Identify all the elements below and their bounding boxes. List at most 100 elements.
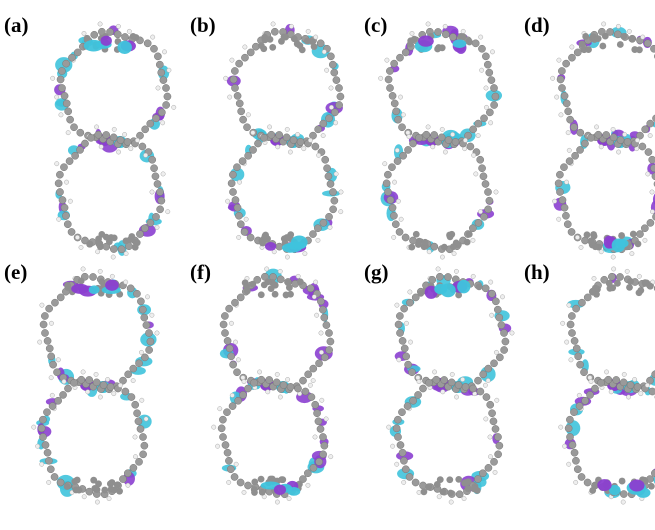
hydrogen-atom (98, 22, 102, 26)
carbon-atom (437, 476, 444, 483)
carbon-atom (40, 321, 47, 328)
carbon-atom (580, 369, 587, 376)
carbon-atom (317, 40, 324, 47)
carbon-atom (239, 391, 246, 398)
carbon-atom (322, 156, 329, 163)
carbon-atom (61, 92, 68, 99)
carbon-atom (408, 369, 415, 376)
carbon-atom (261, 34, 268, 41)
carbon-atom (50, 361, 57, 368)
hydrogen-atom (237, 180, 241, 184)
carbon-atom (62, 212, 69, 219)
hydrogen-atom (95, 250, 99, 254)
carbon-atom (230, 361, 237, 368)
carbon-atom (46, 305, 53, 312)
hydrogen-atom (98, 269, 102, 273)
carbon-atom (474, 377, 481, 384)
carbon-atom (157, 206, 164, 213)
hydrogen-atom (395, 462, 399, 466)
carbon-atom (394, 158, 401, 165)
hydrogen-atom (493, 470, 497, 474)
carbon-atom (304, 470, 311, 477)
carbon-atom (308, 393, 315, 400)
carbon-atom (404, 146, 411, 153)
carbon-atom (404, 403, 411, 410)
hydrogen-atom (404, 321, 408, 325)
orbital-lobe (418, 36, 434, 47)
hydrogen-atom (440, 127, 444, 131)
hydrogen-atom (489, 313, 493, 317)
carbon-atom (331, 197, 338, 204)
hydrogen-atom (55, 162, 59, 166)
carbon-atom (396, 54, 403, 61)
carbon-atom (285, 279, 292, 286)
carbon-atom (63, 100, 70, 107)
hydrogen-atom (611, 127, 615, 131)
carbon-atom (645, 148, 652, 155)
hydrogen-atom (474, 172, 478, 176)
carbon-atom (224, 449, 231, 456)
hydrogen-atom (94, 125, 98, 129)
hydrogen-atom (554, 95, 558, 99)
carbon-atom (244, 385, 251, 392)
carbon-atom (241, 228, 248, 235)
carbon-atom (490, 360, 497, 367)
carbon-atom (587, 134, 594, 141)
carbon-atom (616, 273, 623, 280)
carbon-atom (95, 131, 102, 138)
carbon-atom (149, 156, 156, 163)
orbital-lobe (105, 280, 119, 291)
hydrogen-atom (82, 495, 86, 499)
carbon-atom (135, 458, 142, 465)
carbon-atom (647, 283, 654, 290)
carbon-atom (143, 322, 150, 329)
hydrogen-atom (127, 29, 131, 33)
hydrogen-atom (479, 68, 483, 72)
carbon-atom (268, 131, 275, 138)
hydrogen-atom (227, 95, 231, 99)
hydrogen-atom (589, 379, 593, 383)
hydrogen-atom (611, 255, 615, 259)
carbon-atom (56, 188, 63, 195)
carbon-atom (87, 241, 94, 248)
carbon-atom (423, 131, 430, 138)
carbon-atom (164, 93, 171, 100)
hydrogen-atom (155, 331, 159, 335)
hydrogen-atom (573, 480, 577, 484)
carbon-atom (488, 77, 495, 84)
carbon-atom (592, 285, 599, 292)
carbon-atom (235, 212, 242, 219)
carbon-atom (384, 171, 391, 178)
carbon-atom (410, 397, 417, 404)
hydrogen-atom (81, 267, 85, 271)
carbon-atom (325, 173, 332, 180)
hydrogen-atom (570, 45, 574, 49)
carbon-atom (475, 120, 482, 127)
hydrogen-atom (334, 172, 338, 176)
hydrogen-atom (243, 45, 247, 49)
carbon-atom (389, 204, 396, 211)
hydrogen-atom (295, 132, 299, 136)
hydrogen-atom (559, 113, 563, 117)
hydrogen-atom (172, 105, 176, 109)
panel-label: (b) (190, 13, 216, 37)
panel-label: (c) (364, 13, 387, 37)
hydrogen-atom (287, 496, 291, 500)
hydrogen-atom (145, 295, 149, 299)
carbon-atom (582, 33, 589, 40)
hydrogen-atom (557, 217, 561, 221)
carbon-atom (573, 345, 580, 352)
carbon-atom (389, 92, 396, 99)
hydrogen-atom (510, 331, 514, 335)
hydrogen-atom (476, 133, 480, 137)
carbon-atom (393, 108, 400, 115)
carbon-atom (562, 212, 569, 219)
carbon-atom (218, 425, 225, 432)
carbon-atom (240, 116, 247, 123)
carbon-atom (478, 165, 485, 172)
carbon-atom (464, 239, 471, 246)
carbon-atom (617, 41, 624, 48)
carbon-atom (55, 397, 62, 404)
hydrogen-atom (390, 444, 394, 448)
carbon-atom (581, 140, 588, 147)
